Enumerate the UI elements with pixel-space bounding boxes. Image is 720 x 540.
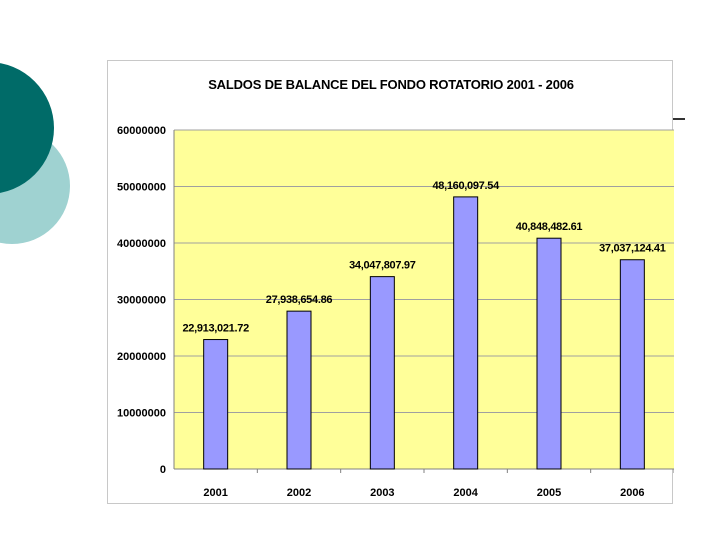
y-tick-labels: 0 10000000 20000000 30000000 40000000 5000000…: [117, 125, 166, 476]
bars: [203, 196, 645, 470]
y-tick-label: 60000000: [117, 125, 166, 137]
y-tick-label: 20000000: [117, 351, 166, 363]
axes: [173, 130, 674, 473]
gridlines: [174, 129, 674, 413]
bar-2006: [619, 259, 645, 470]
chart-frame: SALDOS DE BALANCE DEL FONDO ROTATORIO 20…: [107, 60, 674, 504]
y-tick-label: 40000000: [117, 238, 166, 250]
bar-chart: 0 10000000 20000000 30000000 40000000 5000000…: [117, 125, 674, 499]
category-label: 2004: [453, 487, 478, 499]
category-label: 2006: [620, 487, 644, 499]
value-label: 48,160,097.54: [432, 180, 500, 192]
bar-2001: [203, 339, 229, 470]
chart-title: SALDOS DE BALANCE DEL FONDO ROTATORIO 20…: [208, 77, 574, 92]
y-tick-label: 50000000: [117, 182, 166, 194]
y-tick-label: 10000000: [117, 408, 166, 420]
value-label: 37,037,124.41: [599, 243, 666, 255]
bar-2002: [286, 310, 312, 470]
category-labels: 2001 2002 2003 2004 2005 2006: [203, 487, 644, 499]
value-label: 34,047,807.97: [349, 260, 416, 272]
decorative-circles: [0, 63, 70, 244]
category-label: 2003: [370, 487, 394, 499]
value-label: 27,938,654.86: [266, 294, 333, 306]
category-label: 2005: [537, 487, 561, 499]
category-label: 2002: [287, 487, 311, 499]
value-labels: 22,913,021.72 27,938,654.86 34,047,807.97 4…: [182, 180, 666, 335]
bar-2003: [369, 276, 395, 470]
bar-2005: [536, 237, 562, 470]
y-tick-label: 30000000: [117, 295, 166, 307]
value-label: 40,848,482.61: [516, 221, 583, 233]
dark-teal-circle: [0, 63, 54, 193]
y-tick-label: 0: [160, 464, 166, 476]
accent-line: [672, 118, 685, 120]
value-label: 22,913,021.72: [182, 323, 249, 335]
bar-2004: [453, 196, 479, 470]
category-label: 2001: [203, 487, 227, 499]
